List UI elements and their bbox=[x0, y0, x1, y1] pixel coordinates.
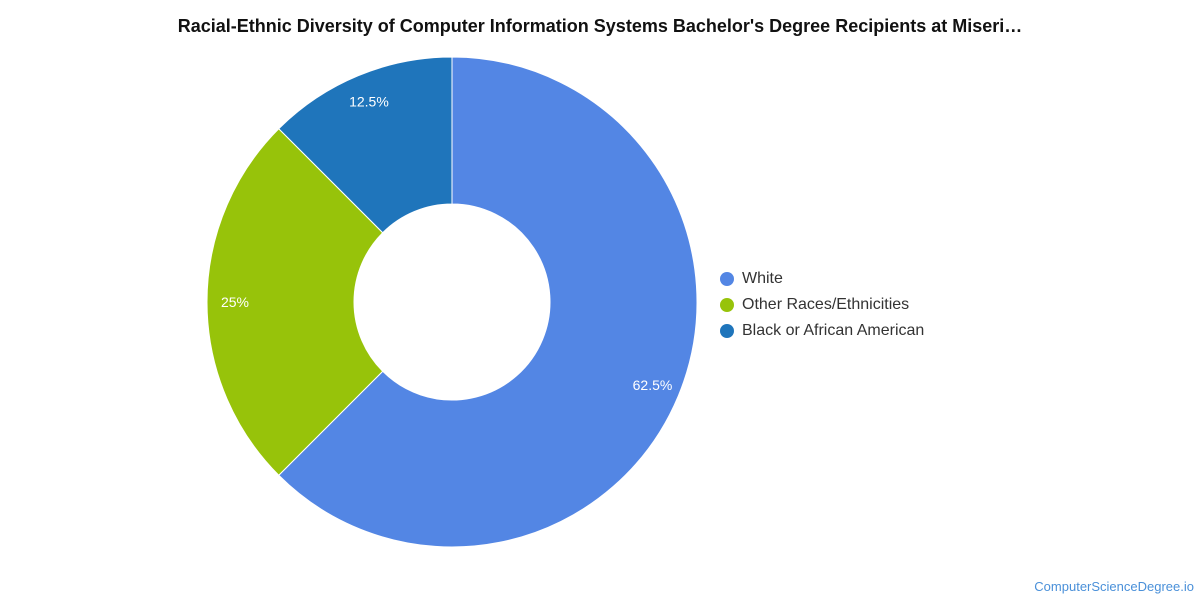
source-link[interactable]: ComputerScienceDegree.io bbox=[1034, 579, 1194, 594]
legend-item-other-races[interactable]: Other Races/Ethnicities bbox=[720, 292, 924, 318]
slice-label-white: 62.5% bbox=[633, 377, 673, 393]
slice-black-or-african-american[interactable] bbox=[278, 56, 453, 234]
slices-group bbox=[206, 56, 698, 548]
legend-item-black[interactable]: Black or African American bbox=[720, 318, 924, 344]
legend-swatch-other-races bbox=[720, 298, 734, 312]
legend: White Other Races/Ethnicities Black or A… bbox=[720, 266, 924, 344]
chart-title: Racial-Ethnic Diversity of Computer Info… bbox=[177, 16, 1023, 36]
legend-swatch-black bbox=[720, 324, 734, 338]
slice-label-other-races-ethnicities: 25% bbox=[221, 294, 249, 310]
slice-label-black-or-african-american: 12.5% bbox=[349, 94, 389, 110]
legend-swatch-white bbox=[720, 272, 734, 286]
legend-label-other-races: Other Races/Ethnicities bbox=[742, 296, 910, 313]
legend-label-black: Black or African American bbox=[742, 322, 925, 339]
slice-other-races-ethnicities[interactable] bbox=[206, 128, 384, 476]
legend-label-white: White bbox=[742, 270, 783, 287]
slice-labels-group: 62.5% 25% 12.5% bbox=[221, 94, 672, 394]
slice-white[interactable] bbox=[278, 56, 698, 548]
legend-item-white[interactable]: White bbox=[720, 266, 924, 292]
